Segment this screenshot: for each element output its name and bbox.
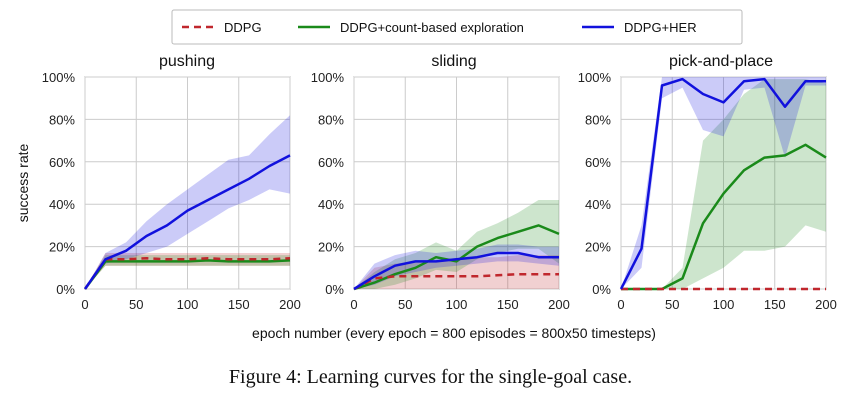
y-tick-label: 0% [56,282,75,297]
panel-sliding: 0% 20% 40% 60% 80% 100% 0 50 100 150 200 sliding [311,53,570,312]
y-tick-label: 80% [585,112,611,127]
line-ddpg [83,257,291,290]
x-tick-label: 100 [713,297,735,312]
x-tick-label: 150 [228,297,250,312]
legend-label-ddpg: DDPG [224,20,262,35]
x-tick-label: 100 [177,297,199,312]
figure-caption: Figure 4: Learning curves for the single… [228,366,633,388]
y-tick-label: 0% [325,282,344,297]
x-tick-label: 0 [350,297,357,312]
y-tick-label: 20% [585,240,611,255]
y-tick-label: 20% [49,240,75,255]
y-tick-label: 60% [318,155,344,170]
y-tick-label: 60% [585,155,611,170]
y-tick-label: 20% [318,240,344,255]
x-tick-label: 0 [81,297,88,312]
line-count-based [621,143,827,291]
x-tick-label: 200 [279,297,301,312]
panel-title: pick-and-place [669,53,773,70]
band-count-based [621,79,826,289]
x-tick-label: 50 [665,297,679,312]
legend-label-her: DDPG+HER [624,20,697,35]
y-tick-label: 100% [578,70,612,85]
x-tick-label: 200 [815,297,837,312]
band-count-based [85,255,290,289]
legend-frame [171,9,743,45]
panel-title: sliding [431,53,476,70]
x-tick-label: 100 [446,297,468,312]
line-her [353,251,559,291]
x-tick-label: 150 [497,297,519,312]
x-tick-label: 200 [548,297,570,312]
y-tick-label: 80% [318,112,344,127]
panel-pushing: 0% 20% 40% 60% 80% 100% 0 50 100 150 200 pushing [42,53,301,312]
y-tick-label: 40% [49,197,75,212]
line-count-based [83,259,291,290]
band-count-based [354,200,559,289]
band-her [621,77,826,289]
legend: DDPG DDPG+count-based exploration DDPG+H… [171,9,743,45]
x-tick-label: 0 [617,297,624,312]
y-tick-label: 100% [42,70,76,85]
y-tick-label: 80% [49,112,75,127]
y-axis-label: success rate [15,143,31,222]
line-ddpg [353,272,559,291]
y-tick-label: 60% [49,155,75,170]
y-tick-label: 40% [585,197,611,212]
panel-pick-and-place: 0% 20% 40% 60% 80% 100% 0 50 100 150 200 pick-and-p… [578,53,837,312]
panel-title: pushing [159,53,215,70]
band-her [354,244,559,289]
y-tick-label: 40% [318,197,344,212]
x-tick-label: 50 [398,297,412,312]
legend-label-count-based: DDPG+count-based exploration [340,20,524,35]
y-tick-label: 100% [311,70,345,85]
x-axis-label: epoch number (every epoch = 800 episodes… [252,325,656,341]
x-tick-label: 50 [129,297,143,312]
y-tick-label: 0% [592,282,611,297]
x-tick-label: 150 [764,297,786,312]
line-her [619,77,826,290]
band-her [85,115,290,289]
line-her [83,154,291,290]
